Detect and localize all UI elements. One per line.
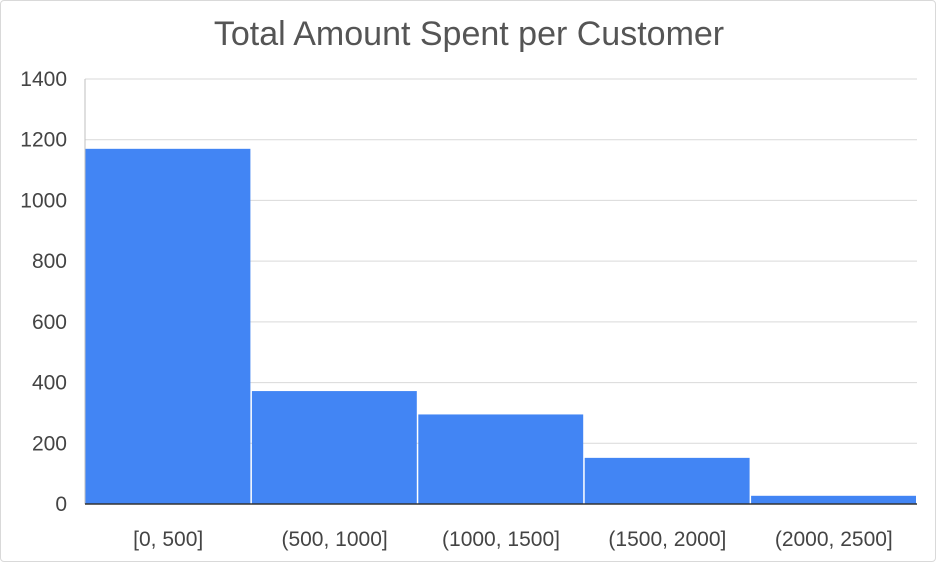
x-tick-label: [0, 500] [133,528,203,551]
y-tick-labels: 0 200 400 600 800 1000 1200 1400 [20,68,67,516]
bar [251,391,417,504]
x-tick-label: (2000, 2500] [775,528,893,551]
y-tick-label: 1400 [20,68,67,91]
bar [85,148,251,505]
y-tick-label: 200 [32,432,67,455]
bar [751,495,916,504]
bars [85,148,916,505]
x-tick-label: (1500, 2000] [608,528,726,551]
x-tick-label: (1000, 1500] [442,528,560,551]
chart-title: Total Amount Spent per Customer [213,15,725,53]
bar [584,457,750,504]
y-tick-label: 0 [55,493,67,516]
x-tick-label: (500, 1000] [281,528,387,551]
bar [418,414,584,504]
y-tick-label: 400 [32,372,67,395]
y-tick-label: 800 [32,250,67,273]
axes [84,79,917,505]
x-tick-labels: [0, 500] (500, 1000] (1000, 1500] (1500, 20… [133,528,893,551]
y-tick-label: 1200 [20,129,67,152]
y-tick-label: 600 [32,311,67,334]
y-tick-label: 1000 [20,189,67,212]
